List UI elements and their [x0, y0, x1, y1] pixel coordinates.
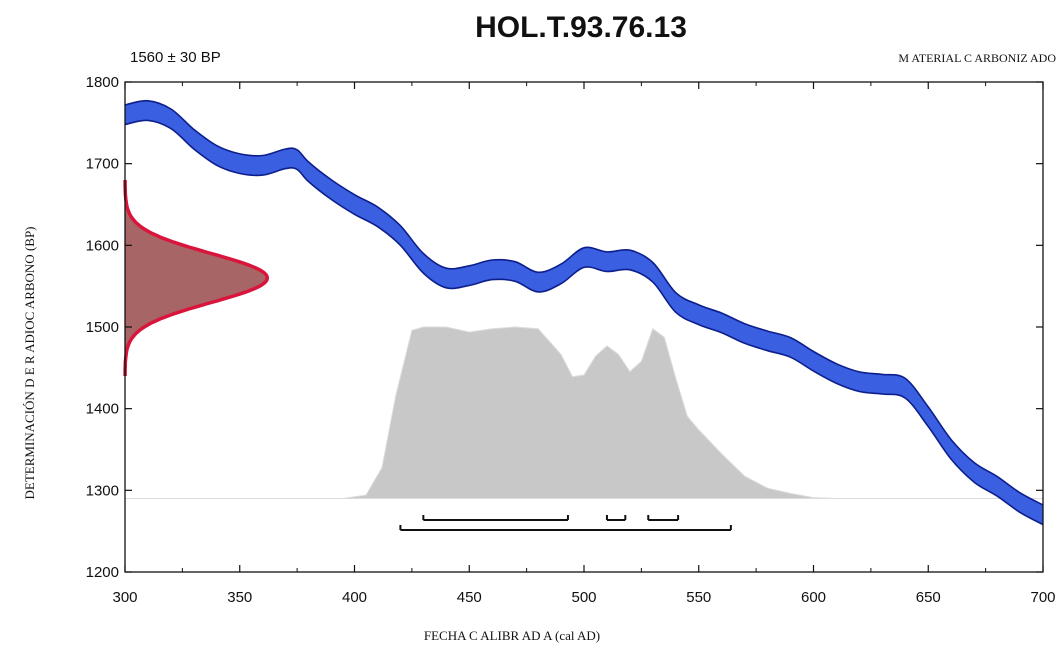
y-tick-label-1300: 1300	[86, 482, 119, 499]
x-tick-label-550: 550	[686, 589, 711, 606]
measurement-outline	[123, 179, 270, 377]
x-tick-label-600: 600	[801, 589, 826, 606]
probability-area-group	[125, 326, 1043, 499]
y-axis-ticks: 1200 1300 1400 1500 1600 1700 1800	[86, 74, 1043, 581]
x-axis-ticks: 300 350 400 450 500 550 600 650 700	[112, 82, 1056, 606]
range-bars-group	[399, 515, 732, 531]
calibration-band	[125, 100, 1043, 525]
measurement-area	[125, 180, 268, 376]
x-axis-label: FECHA C ALIBR AD A (cal AD)	[424, 628, 600, 643]
y-tick-label-1200: 1200	[86, 564, 119, 581]
y-tick-label-1700: 1700	[86, 156, 119, 173]
x-tick-label-400: 400	[342, 589, 367, 606]
chart-title: HOL.T.93.76.13	[475, 11, 687, 44]
x-tick-label-700: 700	[1030, 589, 1055, 606]
y-axis-label: DETERMINACIÓN D E R ADIOC ARBONO (BP)	[22, 226, 37, 499]
material-annotation: M ATERIAL C ARBONIZ ADO	[898, 51, 1056, 65]
x-tick-label-300: 300	[112, 589, 137, 606]
x-tick-label-650: 650	[916, 589, 941, 606]
y-tick-label-1800: 1800	[86, 74, 119, 91]
calibration-curve-group	[124, 99, 1044, 526]
calibration-upper-edge	[124, 99, 1044, 506]
measurement-distribution-group	[123, 179, 270, 377]
y-tick-label-1500: 1500	[86, 319, 119, 336]
calibration-lower-edge	[124, 119, 1044, 526]
x-tick-label-350: 350	[227, 589, 252, 606]
chart-subtitle: 1560 ± 30 BP	[130, 49, 221, 66]
y-tick-label-1400: 1400	[86, 401, 119, 418]
y-tick-label-1600: 1600	[86, 237, 119, 254]
x-tick-label-450: 450	[457, 589, 482, 606]
probability-area	[125, 326, 1043, 499]
x-tick-label-500: 500	[571, 589, 596, 606]
